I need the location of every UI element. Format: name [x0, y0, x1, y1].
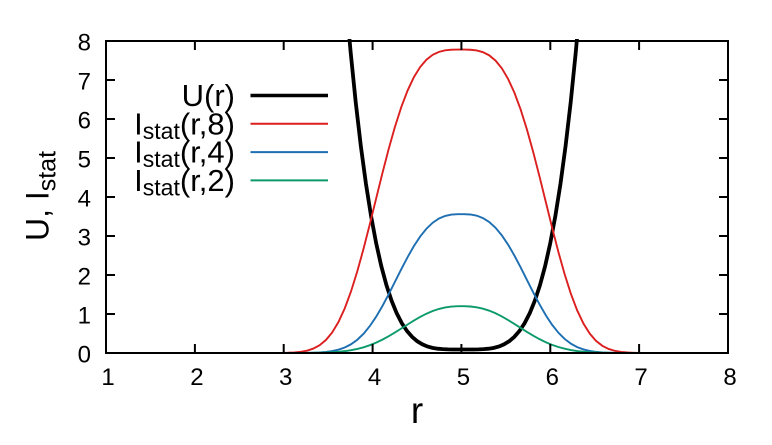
- svg-text:Istat(r,2): Istat(r,2): [134, 163, 235, 201]
- svg-text:7: 7: [634, 364, 647, 391]
- svg-text:1: 1: [101, 364, 114, 391]
- svg-text:8: 8: [723, 364, 736, 391]
- svg-text:1: 1: [78, 302, 91, 329]
- svg-text:4: 4: [78, 185, 91, 212]
- svg-text:2: 2: [78, 263, 91, 290]
- svg-text:5: 5: [457, 364, 470, 391]
- svg-text:4: 4: [368, 364, 381, 391]
- svg-text:r: r: [411, 390, 423, 431]
- svg-text:8: 8: [78, 29, 91, 56]
- svg-text:6: 6: [546, 364, 559, 391]
- svg-text:3: 3: [279, 364, 292, 391]
- svg-text:6: 6: [78, 107, 91, 134]
- svg-text:2: 2: [190, 364, 203, 391]
- svg-text:7: 7: [78, 68, 91, 95]
- svg-text:3: 3: [78, 224, 91, 251]
- svg-text:0: 0: [78, 341, 91, 368]
- svg-text:U(r): U(r): [182, 78, 235, 113]
- svg-text:5: 5: [78, 146, 91, 173]
